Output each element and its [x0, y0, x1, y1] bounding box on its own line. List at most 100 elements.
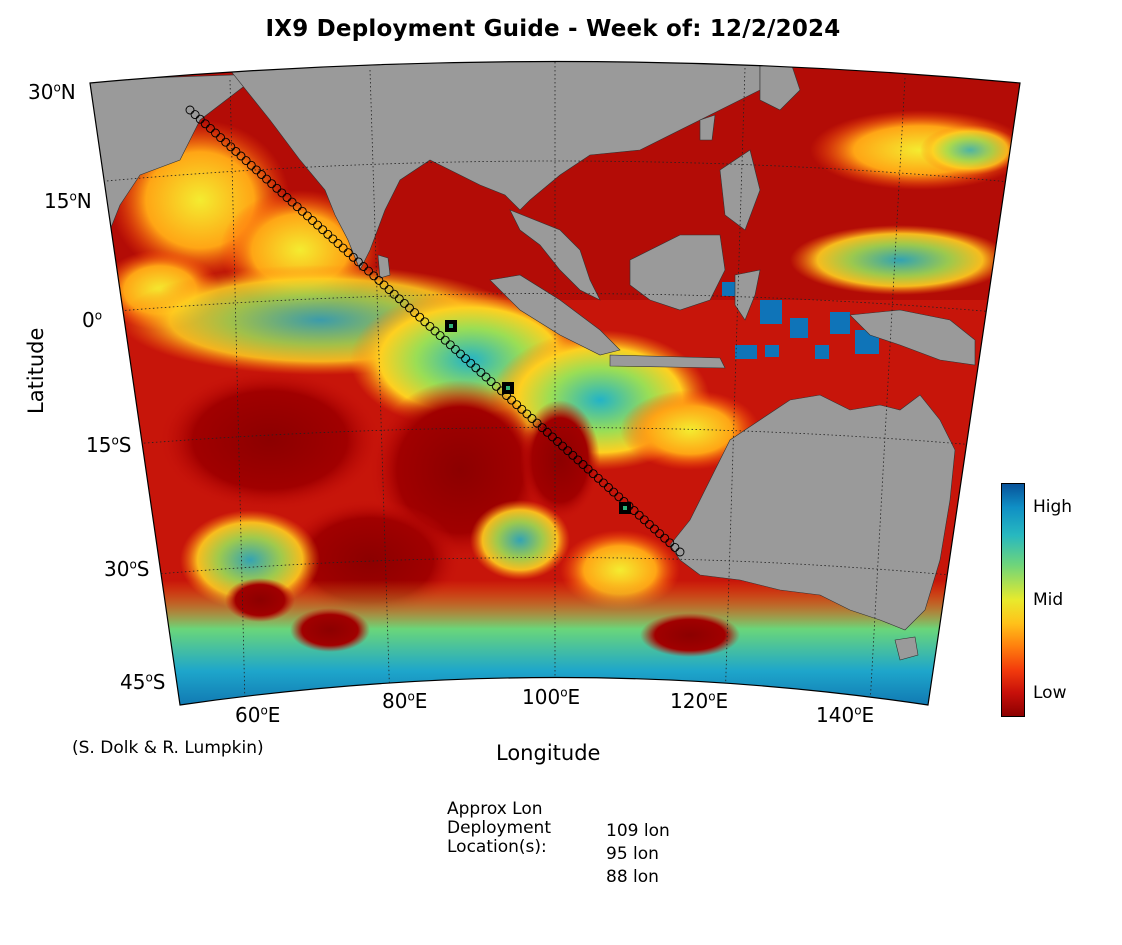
- track-point: [445, 340, 455, 350]
- track-point: [583, 464, 593, 474]
- track-point: [328, 234, 338, 244]
- track-point: [410, 308, 420, 318]
- track-point: [486, 377, 496, 387]
- track-point: [481, 372, 491, 382]
- track-point: [374, 275, 384, 285]
- track-point: [359, 262, 368, 271]
- track-point: [399, 298, 409, 308]
- track-point: [491, 381, 501, 391]
- track-point: [471, 363, 481, 373]
- track-point: [185, 105, 195, 115]
- xbt-track: [185, 105, 685, 557]
- deployment-markers: [445, 320, 631, 514]
- track-point: [593, 473, 603, 483]
- track-point: [420, 317, 430, 327]
- map-title: IX9 Deployment Guide - Week of: 12/2/202…: [265, 16, 841, 42]
- track-point: [660, 533, 670, 543]
- lat-label-15s: 15oS: [86, 433, 132, 457]
- track-point: [461, 354, 471, 364]
- track-point: [190, 110, 200, 120]
- track-point: [297, 206, 307, 216]
- lon-label-120e: 120oE: [670, 689, 729, 713]
- graticule: [94, 62, 1011, 705]
- track-point: [389, 289, 399, 299]
- track-point: [542, 427, 552, 437]
- track-point: [405, 303, 414, 313]
- track-point: [308, 216, 317, 225]
- deployment-location: 88 lon: [606, 867, 659, 887]
- track-point: [394, 294, 404, 304]
- track-point: [221, 137, 231, 147]
- deployment-header-line: Deployment: [447, 818, 551, 838]
- track-point: [216, 133, 226, 143]
- track-point: [251, 165, 261, 175]
- track-point: [675, 547, 685, 557]
- track-point: [379, 280, 389, 290]
- track-point: [435, 331, 445, 341]
- track-point: [277, 188, 287, 198]
- data-field: [90, 61, 1020, 705]
- track-point: [553, 437, 562, 446]
- lon-label-100e: 100oE: [522, 685, 581, 709]
- track-point: [558, 441, 568, 451]
- lat-label-30s: 30oS: [104, 557, 150, 581]
- deployment-header-line: Location(s):: [447, 837, 547, 857]
- track-point: [333, 239, 343, 248]
- deployment-location: 95 lon: [606, 844, 659, 864]
- y-axis-label: Latitude: [24, 327, 48, 414]
- track-point: [348, 252, 358, 262]
- track-point: [272, 183, 282, 193]
- lon-label-140e: 140oE: [816, 703, 875, 727]
- deployment-location: 109 lon: [606, 821, 670, 841]
- track-point: [241, 156, 251, 166]
- track-point: [226, 142, 236, 152]
- track-point: [537, 423, 547, 433]
- track-point: [338, 243, 348, 253]
- colorbar-mid-label: Mid: [1033, 590, 1064, 610]
- track-point: [670, 542, 680, 552]
- track-point: [425, 321, 435, 331]
- track-point: [343, 248, 353, 258]
- track-point: [302, 211, 312, 221]
- track-point: [650, 524, 659, 534]
- track-point: [456, 349, 465, 359]
- track-point: [236, 151, 246, 161]
- deployment-header: Approx Lon Deployment Location(s):: [447, 800, 551, 857]
- track-point: [466, 358, 476, 368]
- track-point: [639, 515, 649, 525]
- track-point: [476, 367, 486, 377]
- colorbar-low-label: Low: [1033, 683, 1067, 703]
- lon-label-80e: 80oE: [382, 689, 428, 713]
- track-point: [246, 160, 256, 170]
- track-point: [287, 197, 297, 207]
- track-point: [195, 114, 205, 124]
- deployment-locations: 109 lon 95 lon 88 lon: [606, 820, 670, 889]
- track-point: [262, 174, 272, 184]
- track-point: [532, 418, 542, 428]
- track-point: [323, 229, 333, 239]
- track-point: [527, 414, 537, 423]
- track-point: [415, 312, 425, 322]
- track-point: [512, 400, 522, 410]
- track-point: [384, 285, 394, 295]
- deployment-header-line: Approx Lon: [447, 799, 543, 819]
- track-point: [644, 519, 654, 529]
- lat-label-15n: 15oN: [44, 189, 92, 213]
- track-point: [517, 404, 527, 414]
- lat-label-30n: 30oN: [28, 80, 76, 104]
- track-point: [200, 119, 210, 129]
- track-point: [211, 128, 220, 138]
- track-point: [450, 344, 460, 354]
- lat-label-45s: 45oS: [120, 670, 166, 694]
- track-point: [609, 487, 619, 497]
- lon-label-60e: 60oE: [235, 703, 281, 727]
- track-point: [205, 123, 215, 133]
- track-point: [665, 538, 675, 548]
- track-point: [634, 510, 644, 520]
- colorbar-high-label: High: [1033, 497, 1073, 517]
- track-point: [604, 483, 613, 492]
- track-point: [655, 529, 665, 539]
- track-point: [292, 202, 302, 212]
- track-point: [614, 492, 624, 502]
